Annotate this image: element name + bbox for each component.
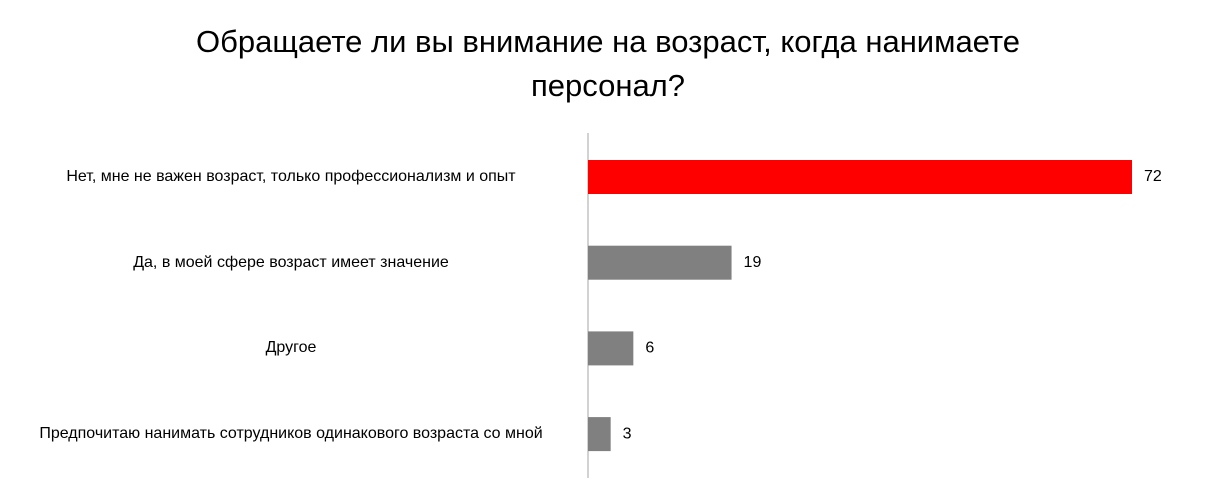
- bar: [588, 160, 1132, 194]
- category-label: Другое: [265, 339, 317, 357]
- category-label: Нет, мне не важен возраст, только профес…: [66, 168, 516, 185]
- value-label: 6: [645, 340, 654, 357]
- bar: [588, 331, 634, 366]
- category-label: Предпочитаю нанимать сотрудников одинако…: [39, 425, 543, 443]
- value-label: 72: [1144, 168, 1162, 185]
- chart-title: Обращаете ли вы внимание на возраст, ког…: [196, 24, 1020, 103]
- value-label: 3: [623, 425, 632, 442]
- bar: [588, 417, 611, 452]
- value-label: 19: [744, 254, 762, 271]
- category-label: Да, в моей сфере возраст имеет значение: [133, 253, 449, 271]
- bar: [588, 245, 732, 280]
